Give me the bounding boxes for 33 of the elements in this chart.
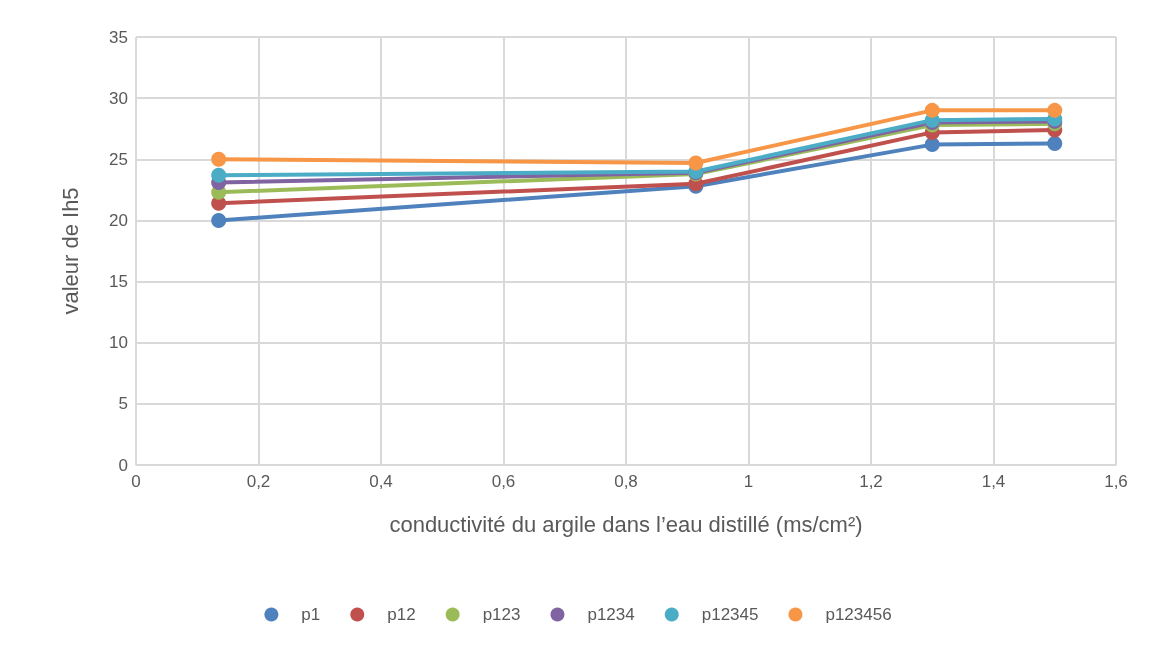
x-tick-label: 0 <box>131 472 141 491</box>
y-tick-label: 5 <box>118 394 128 414</box>
y-axis-title: valeur de Ih5 <box>57 187 83 315</box>
y-tick-label: 35 <box>109 27 128 47</box>
legend-label: p12345 <box>701 605 759 624</box>
x-tick-label: 0,4 <box>369 472 393 491</box>
point <box>211 167 227 183</box>
legend-label: p123456 <box>825 605 892 624</box>
y-tick-label: 15 <box>109 272 128 292</box>
x-axis-title: conductivité du argile dans l’eau distillé (ms/cm²) <box>389 511 863 537</box>
point <box>688 155 704 171</box>
y-tick-label: 20 <box>109 210 128 230</box>
y-tick-label: 10 <box>109 333 128 353</box>
point <box>211 212 227 228</box>
x-tick-label: 0,2 <box>246 472 271 491</box>
point <box>211 151 227 167</box>
point <box>1047 135 1063 151</box>
y-tick-label: 0 <box>118 455 128 475</box>
x-tick-label: 0,6 <box>491 472 516 491</box>
legend-label: p1234 <box>587 605 635 624</box>
point <box>924 137 940 153</box>
x-tick-label: 1,4 <box>981 472 1006 491</box>
legend-label: p1 <box>301 605 321 624</box>
y-tick-label: 30 <box>109 88 128 108</box>
point <box>1047 102 1063 118</box>
y-tick-label: 25 <box>109 149 128 169</box>
x-tick-label: 0,8 <box>614 472 638 491</box>
legend-label: p123 <box>482 605 521 624</box>
legend-label: p12 <box>387 605 416 624</box>
x-tick-label: 1,2 <box>859 472 883 491</box>
point <box>924 102 940 118</box>
x-tick-label: 1 <box>743 472 754 491</box>
x-tick-label: 1,6 <box>1104 472 1128 491</box>
